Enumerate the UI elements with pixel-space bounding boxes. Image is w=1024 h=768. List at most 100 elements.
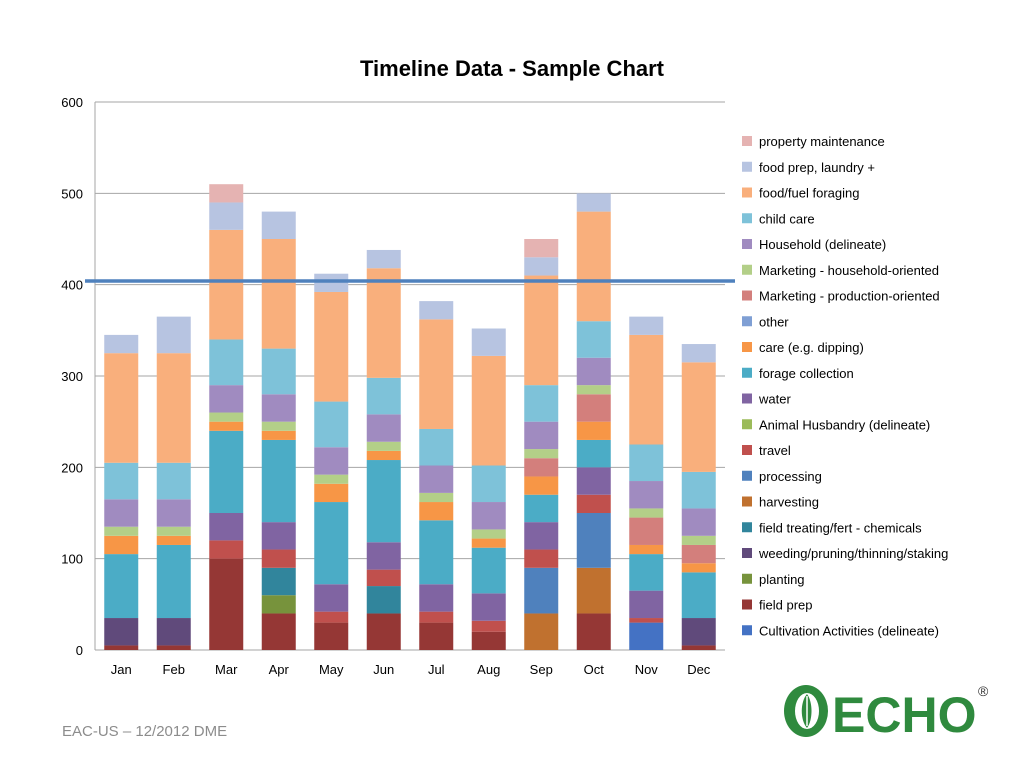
bar-segment: [156, 353, 191, 463]
x-tick-label: Oct: [584, 662, 605, 677]
bar-segment: [156, 535, 191, 545]
bar-segment: [261, 348, 296, 395]
bar-segment: [524, 549, 559, 568]
legend-label: processing: [759, 469, 822, 484]
legend-label: child care: [759, 211, 815, 226]
x-tick-label: Dec: [687, 662, 711, 677]
bar-segment: [104, 535, 139, 555]
bar-segment: [261, 211, 296, 239]
legend-swatch: [742, 316, 752, 327]
bar-segment: [156, 645, 191, 650]
x-tick-label: Jan: [111, 662, 132, 677]
bar-segment: [419, 428, 454, 466]
bar-segment: [366, 450, 401, 461]
footer-credit: EAC-US – 12/2012 DME: [62, 723, 228, 740]
y-tick-label: 500: [61, 186, 83, 201]
legend-label: care (e.g. dipping): [759, 340, 864, 355]
legend-swatch: [742, 239, 752, 249]
bar-segment: [156, 499, 191, 527]
bar-segment: [314, 483, 349, 503]
bar-segment: [471, 631, 506, 650]
bar-segment: [104, 645, 139, 650]
bar-segment: [629, 622, 664, 650]
bar-segment: [576, 439, 611, 468]
legend-swatch: [742, 161, 752, 172]
bar-segment: [681, 645, 716, 650]
x-tick-label: Feb: [163, 662, 185, 677]
bar-segment: [524, 239, 559, 258]
bar-segment: [629, 444, 664, 482]
bar-segment: [471, 355, 506, 466]
bar-segment: [629, 517, 664, 545]
bar-segment: [681, 362, 716, 472]
x-tick-label: Mar: [215, 662, 238, 677]
bar-segment: [629, 481, 664, 509]
bar-segment: [576, 467, 611, 495]
legend-label: Household (delineate): [759, 237, 886, 252]
bar-segment: [419, 319, 454, 429]
bar-segment: [104, 499, 139, 527]
bar-segment: [524, 385, 559, 422]
bar-segment: [576, 385, 611, 395]
bar-segment: [576, 567, 611, 614]
bar-segment: [629, 554, 664, 591]
legend-label: forage collection: [759, 366, 854, 381]
bar-segment: [314, 401, 349, 448]
bar-segment: [261, 613, 296, 650]
bar-segment: [681, 508, 716, 536]
legend-label: weeding/pruning/thinning/staking: [758, 546, 948, 561]
chart-title: Timeline Data - Sample Chart: [359, 56, 664, 81]
bar-segment: [681, 344, 716, 363]
bar-segment: [366, 460, 401, 543]
y-tick-label: 0: [76, 643, 83, 658]
bar-segment: [314, 447, 349, 475]
legend-swatch: [742, 367, 752, 378]
bar-segment: [156, 544, 191, 619]
bar-segment: [209, 430, 244, 513]
bar-segment: [576, 421, 611, 440]
bar-segment: [366, 569, 401, 587]
bar-segment: [629, 316, 664, 335]
bar-segment: [629, 590, 664, 619]
legend-swatch: [742, 342, 752, 352]
bar-segment: [419, 622, 454, 650]
bar-segment: [524, 421, 559, 450]
bar-segment: [104, 526, 139, 536]
legend-swatch: [742, 393, 752, 404]
bar-segment: [104, 554, 139, 619]
bar-segment: [366, 441, 401, 451]
bar-segment: [471, 538, 506, 548]
legend-swatch: [742, 496, 752, 507]
bar-segment: [681, 618, 716, 646]
legend-swatch: [742, 264, 752, 275]
legend-swatch: [742, 548, 752, 558]
bar-segment: [366, 414, 401, 442]
x-tick-label: Sep: [530, 662, 553, 677]
bar-segment: [681, 544, 716, 564]
logo-text: ECHO: [832, 687, 976, 742]
y-tick-label: 200: [61, 460, 83, 475]
legend-swatch: [742, 419, 752, 430]
bar-segment: [576, 211, 611, 322]
bar-segment: [419, 584, 454, 612]
legend-label: Animal Husbandry (delineate): [759, 417, 930, 432]
legend-swatch: [742, 573, 752, 584]
legend-label: field prep: [759, 598, 812, 613]
bar-segment: [419, 301, 454, 320]
bar-segment: [524, 522, 559, 550]
bar-segment: [261, 430, 296, 440]
x-tick-label: May: [319, 662, 344, 677]
bar-segment: [471, 547, 506, 594]
bar-segment: [524, 458, 559, 477]
y-tick-label: 300: [61, 369, 83, 384]
bar-segment: [209, 558, 244, 650]
bar-segment: [209, 540, 244, 559]
bar-segment: [261, 595, 296, 614]
bar-segment: [471, 502, 506, 530]
bar-segment: [104, 462, 139, 500]
bar-segment: [104, 618, 139, 646]
bar-segment: [156, 526, 191, 536]
bar-segment: [366, 268, 401, 378]
bar-segment: [419, 465, 454, 493]
